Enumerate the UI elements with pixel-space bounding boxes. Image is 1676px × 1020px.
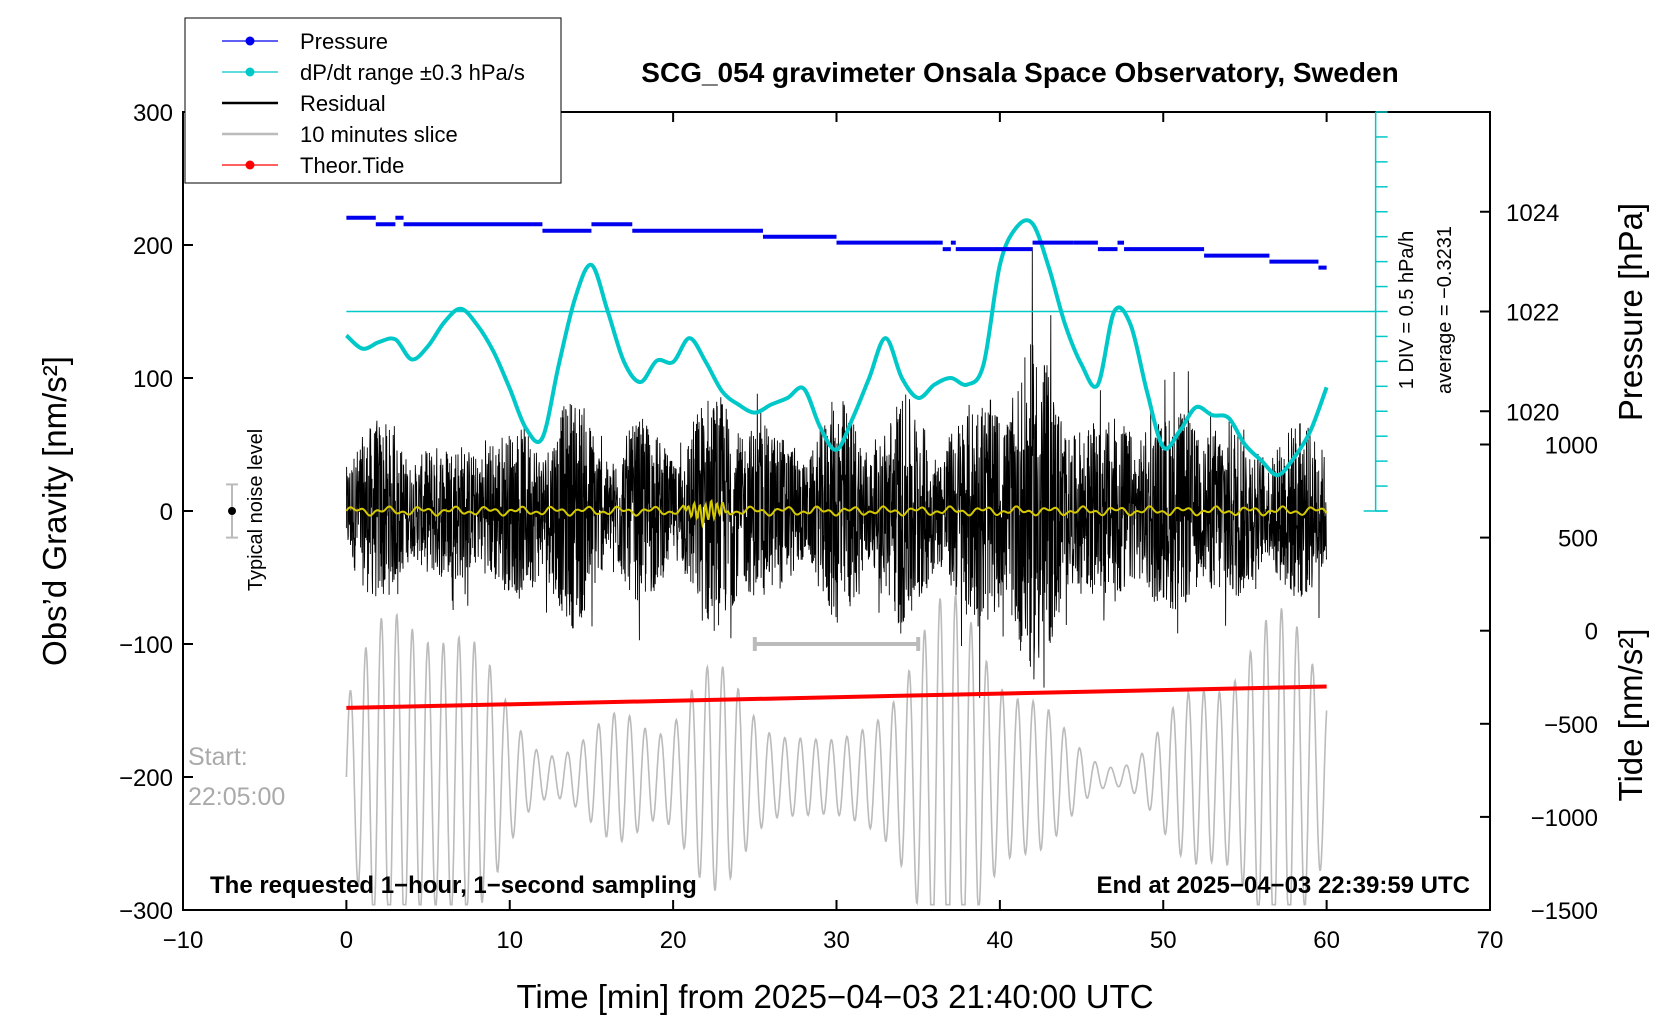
legend-marker xyxy=(245,160,255,170)
legend-label: Theor.Tide xyxy=(300,153,404,178)
dpdt-layer xyxy=(345,218,1376,478)
x-tick-label: 10 xyxy=(496,927,523,954)
scale-bar-average: average = −0.3231 xyxy=(1434,226,1456,394)
y-axis-label-pressure: Pressure [hPa] xyxy=(1612,203,1649,421)
pressure-tick-label: 1024 xyxy=(1506,200,1559,227)
tide-axis-ticks: −1500 −1000 −500 0 500 1000 xyxy=(1480,433,1598,925)
y-tick-label: −200 xyxy=(119,765,173,792)
y-tick-label: 100 xyxy=(133,366,173,393)
legend-box xyxy=(184,17,562,184)
y-tick-label: −300 xyxy=(119,898,173,925)
x-tick-label: 30 xyxy=(823,927,850,954)
sampling-note: The requested 1−hour, 1−second sampling xyxy=(210,872,697,899)
noise-level-marker xyxy=(226,483,239,539)
tide-tick-label: −1500 xyxy=(1531,898,1598,925)
y-axis-ticks: −300 −200 −100 0 100 200 300 xyxy=(119,100,193,925)
x-tick-label: −10 xyxy=(163,927,204,954)
tide-tick-label: −1000 xyxy=(1531,805,1598,832)
end-time-note: End at 2025−04−03 22:39:59 UTC xyxy=(1096,872,1470,899)
ten-minute-slice-trace xyxy=(345,593,1328,906)
y-tick-label: −100 xyxy=(119,632,173,659)
y-tick-label: 200 xyxy=(133,233,173,260)
tide-tick-label: 1000 xyxy=(1545,433,1598,460)
x-tick-label: 0 xyxy=(340,927,353,954)
tide-line xyxy=(346,684,1327,710)
y-tick-label: 0 xyxy=(160,499,173,526)
noise-level-dot xyxy=(228,507,237,515)
tide-tick-label: 500 xyxy=(1558,526,1598,553)
y-axis-label-tide: Tide [nm/s²] xyxy=(1612,629,1649,802)
dpdt-curve xyxy=(345,218,1329,478)
x-tick-label: 40 xyxy=(987,927,1014,954)
x-tick-label: 60 xyxy=(1313,927,1340,954)
legend-marker xyxy=(245,67,255,77)
x-tick-label: 50 xyxy=(1150,927,1177,954)
residual-trace xyxy=(345,247,1328,698)
residual-layer xyxy=(345,247,1328,698)
tide-tick-label: 0 xyxy=(1585,619,1598,646)
tide-tick-label: −500 xyxy=(1544,712,1598,739)
theoretical-tide-layer xyxy=(346,684,1327,710)
pressure-layer xyxy=(346,215,1327,270)
x-tick-label: 20 xyxy=(660,927,687,954)
x-axis-label: Time [min] from 2025−04−03 21:40:00 UTC xyxy=(516,978,1153,1015)
legend-label: Pressure xyxy=(300,29,388,54)
legend-entries: Pressure dP/dt range ±0.3 hPa/s Residual 10… xyxy=(222,29,525,178)
pressure-tick-label: 1022 xyxy=(1506,300,1559,327)
legend: Pressure dP/dt range ±0.3 hPa/s Residual 10… xyxy=(184,17,562,184)
start-label: Start: xyxy=(188,743,248,771)
start-time: 22:05:00 xyxy=(188,783,285,811)
legend-label: dP/dt range ±0.3 hPa/s xyxy=(300,60,525,85)
y-axis-label-left: Obs’d Gravity [nm/s²] xyxy=(36,356,73,666)
noise-level-label: Typical noise level xyxy=(245,429,267,591)
x-axis-ticks: −10 0 10 20 30 40 50 60 70 xyxy=(163,112,1504,954)
filtered-residual-layer xyxy=(345,498,1328,529)
scale-bar-label: 1 DIV = 0.5 hPa/h xyxy=(1396,231,1418,389)
filtered-residual-trace xyxy=(345,498,1328,529)
legend-label: Residual xyxy=(300,91,386,116)
x-tick-label: 70 xyxy=(1477,927,1504,954)
ten-minute-slice-layer xyxy=(345,593,1328,906)
pressure-axis-ticks: 1020 1022 1024 xyxy=(1480,200,1559,426)
legend-label: 10 minutes slice xyxy=(300,122,458,147)
legend-marker xyxy=(245,36,255,46)
pressure-tick-label: 1020 xyxy=(1506,399,1559,426)
chart-title: SCG_054 gravimeter Onsala Space Observat… xyxy=(641,57,1398,88)
y-tick-label: 300 xyxy=(133,100,173,127)
dpdt-scale-bar xyxy=(1363,111,1388,512)
